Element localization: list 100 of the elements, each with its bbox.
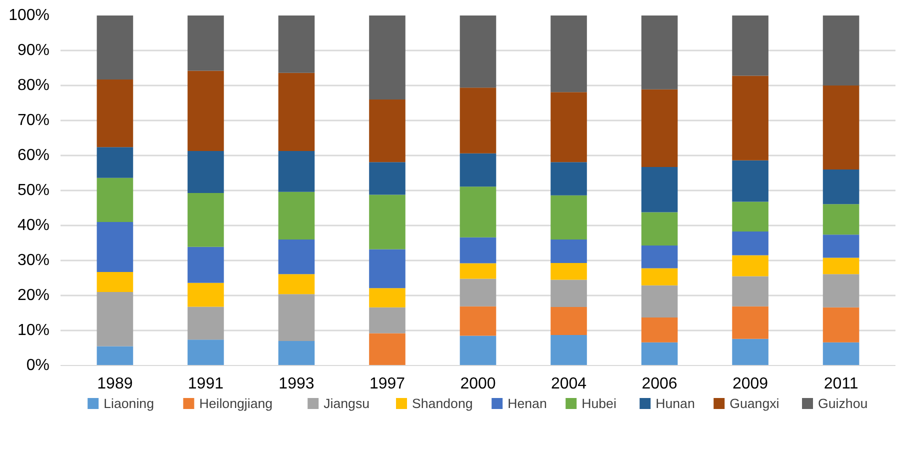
x-tick-label: 1997 xyxy=(369,376,406,392)
bar xyxy=(369,288,406,308)
bar xyxy=(96,16,134,80)
bar xyxy=(278,16,315,73)
bar xyxy=(188,282,224,307)
bar xyxy=(550,16,587,92)
legend-label: Henan xyxy=(508,396,547,411)
bar xyxy=(460,237,496,264)
x-tick-label: 2004 xyxy=(550,376,587,392)
y-tick-label: 0% xyxy=(26,357,50,374)
bar xyxy=(96,80,134,148)
bar xyxy=(550,240,587,263)
bar xyxy=(188,246,224,283)
bar xyxy=(460,278,496,306)
bar xyxy=(641,285,678,318)
bar xyxy=(732,231,768,256)
bar xyxy=(550,335,587,366)
bar xyxy=(641,268,678,286)
bar xyxy=(369,333,406,366)
bar xyxy=(369,307,406,334)
bar xyxy=(822,258,860,274)
x-tick-label: 1989 xyxy=(97,376,133,392)
y-tick-label: 40% xyxy=(17,217,50,234)
bar xyxy=(369,100,406,162)
bar xyxy=(278,192,315,240)
y-tick-label: 90% xyxy=(17,42,50,59)
bar xyxy=(822,170,860,204)
y-tick-label: 10% xyxy=(17,322,50,339)
bar xyxy=(460,186,496,238)
bar xyxy=(550,92,587,162)
y-tick-label: 20% xyxy=(17,287,50,304)
x-tick-label: 2009 xyxy=(732,376,768,392)
bar xyxy=(550,162,587,196)
bar xyxy=(641,342,678,366)
bar xyxy=(732,306,768,339)
bar xyxy=(278,240,315,274)
bar xyxy=(822,16,860,86)
bar xyxy=(188,150,224,193)
bar xyxy=(278,274,315,294)
bar xyxy=(188,70,224,151)
bar xyxy=(96,147,134,178)
x-tick-label: 1993 xyxy=(278,376,314,392)
bar xyxy=(641,16,678,90)
bar xyxy=(369,249,406,288)
x-tick-label: 2011 xyxy=(824,376,858,392)
legend-label: Hubei xyxy=(582,396,616,411)
bar xyxy=(641,245,678,268)
bar xyxy=(369,16,406,100)
bar xyxy=(460,16,496,88)
bar xyxy=(641,212,678,246)
bar xyxy=(188,192,224,247)
bar xyxy=(732,255,768,276)
y-tick-label: 50% xyxy=(17,182,50,199)
y-tick-label: 80% xyxy=(17,77,50,94)
bar xyxy=(550,280,587,308)
bar xyxy=(96,178,134,222)
legend-label: Jiangsu xyxy=(324,396,370,411)
y-tick-label: 70% xyxy=(17,112,50,129)
bar xyxy=(732,16,768,76)
bar xyxy=(278,294,315,341)
bar xyxy=(188,340,224,366)
bar xyxy=(278,341,315,366)
bar xyxy=(732,160,768,202)
bar xyxy=(822,342,860,366)
bar xyxy=(641,89,678,168)
y-tick-label: 60% xyxy=(17,147,50,164)
bar xyxy=(550,307,587,336)
legend-label: Guangxi xyxy=(730,396,780,411)
bar xyxy=(732,276,768,306)
bar xyxy=(732,76,768,160)
bar xyxy=(96,272,134,292)
bar xyxy=(822,204,860,235)
bar xyxy=(96,346,134,366)
bar xyxy=(96,222,134,272)
legend-label: Hunan xyxy=(656,396,695,411)
bar xyxy=(369,162,406,195)
bar xyxy=(460,336,496,366)
y-tick-label: 30% xyxy=(17,252,50,269)
x-tick-label: 1991 xyxy=(188,376,224,392)
x-tick-label: 2000 xyxy=(460,376,496,392)
bar xyxy=(460,88,496,154)
bar xyxy=(550,195,587,240)
bar xyxy=(460,263,496,279)
legend-label: Guizhou xyxy=(818,396,868,411)
bar xyxy=(188,16,224,71)
bar xyxy=(822,274,860,308)
bar xyxy=(550,262,587,280)
bar xyxy=(278,72,315,151)
x-tick-label: 2006 xyxy=(642,376,678,392)
legend-label: Heilongjiang xyxy=(199,396,273,411)
bar xyxy=(460,153,496,187)
bar xyxy=(822,307,860,342)
y-tick-label: 100% xyxy=(8,7,50,24)
bar xyxy=(822,234,860,258)
bar xyxy=(822,86,860,170)
bar xyxy=(732,202,768,232)
bar xyxy=(96,292,134,346)
legend-label: Liaoning xyxy=(104,396,154,411)
bar xyxy=(732,338,768,366)
bar xyxy=(369,194,406,250)
